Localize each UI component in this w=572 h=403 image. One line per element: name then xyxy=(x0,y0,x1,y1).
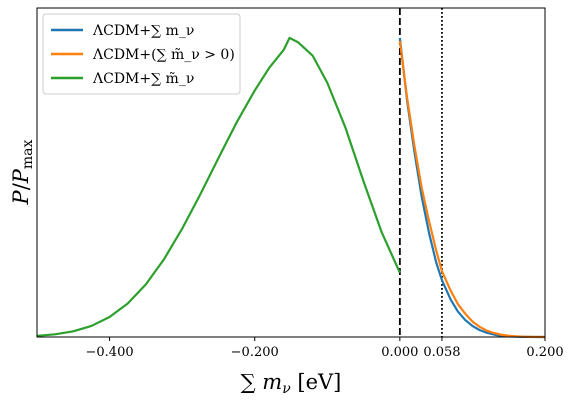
x-tick-label: 0.058 xyxy=(423,345,460,360)
x-tick-label: −0.400 xyxy=(86,345,134,360)
x-tick-label: 0.000 xyxy=(381,345,418,360)
plot-frame xyxy=(36,7,546,338)
legend-box xyxy=(42,13,241,95)
series-line-1 xyxy=(398,40,546,339)
series-line-2 xyxy=(36,36,401,337)
x-tick-label: 0.200 xyxy=(526,345,563,360)
legend-label: ΛCDM+(∑ m̃_ν > 0) xyxy=(92,47,235,63)
legend-label: ΛCDM+∑ m̃_ν xyxy=(92,71,194,87)
legend-label: ΛCDM+∑ m_ν xyxy=(92,23,194,39)
y-axis-label: P/Pmax xyxy=(9,139,36,205)
legend: ΛCDM+∑ m_ν ΛCDM+(∑ m̃_ν > 0) ΛCDM+∑ m̃_ν xyxy=(42,13,241,95)
x-axis-label: ∑ mν [eV] xyxy=(241,370,342,397)
x-tick-label: −0.200 xyxy=(231,345,279,360)
